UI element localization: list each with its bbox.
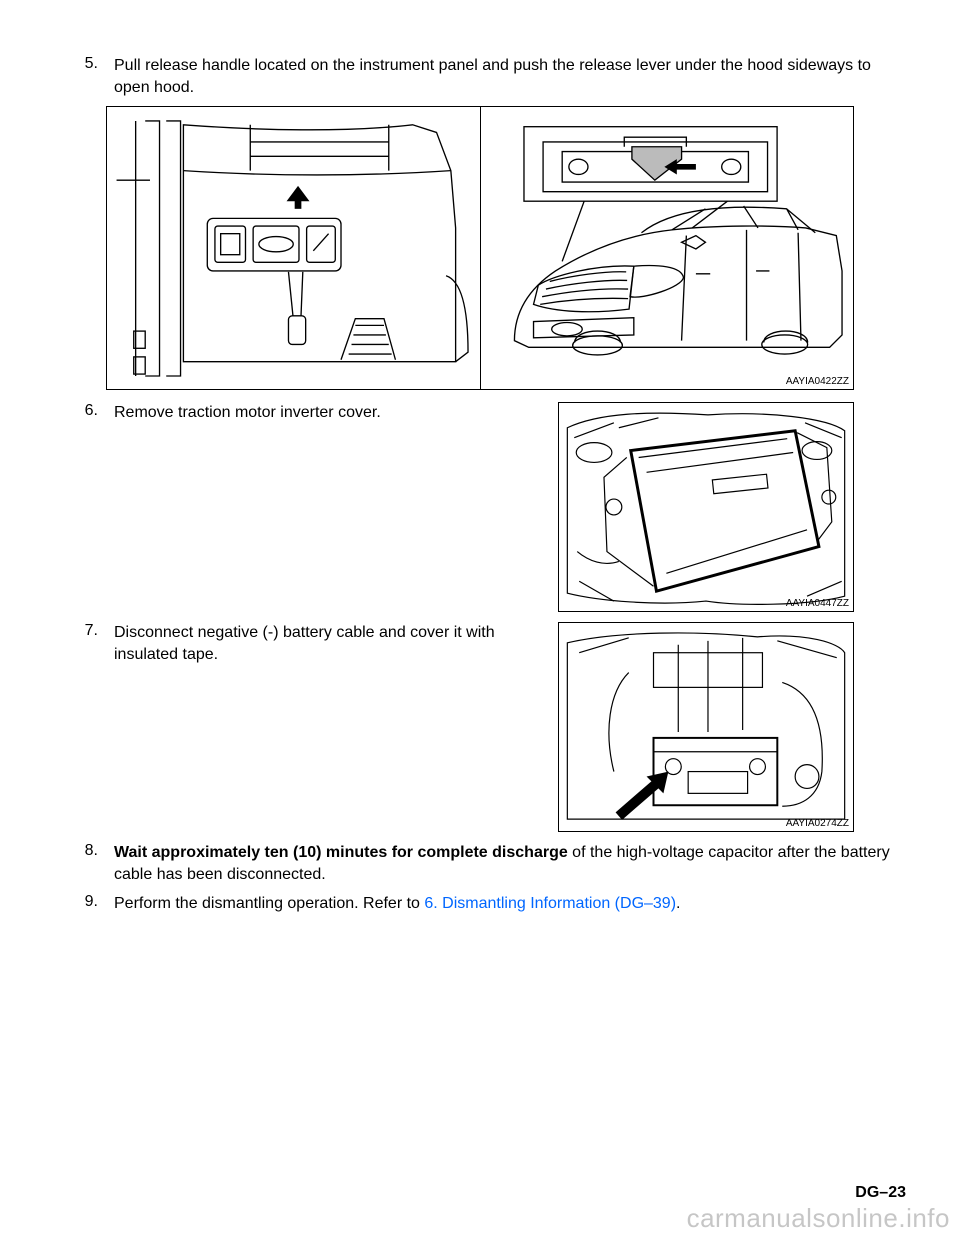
step-bold-text: Wait approximately ten (10) minutes for … [114,844,568,861]
figure-code: AAYIA0447ZZ [786,598,849,609]
figure-inverter-cover: AAYIA0447ZZ [558,402,854,612]
step-number: 5. [52,55,114,98]
step-text: Remove traction motor inverter cover. [114,402,542,424]
step-text: Wait approximately ten (10) minutes for … [114,842,908,885]
battery-illustration [559,623,853,831]
figure-left-panel [107,107,481,389]
figure-battery-cable: AAYIA0274ZZ [558,622,854,832]
step-pre-text: Perform the dismantling operation. Refer… [114,895,424,912]
step-number: 8. [52,842,114,885]
step-text: Perform the dismantling operation. Refer… [114,893,908,915]
dismantling-link[interactable]: 6. Dismantling Information (DG–39) [424,895,676,912]
step-5: 5. Pull release handle located on the in… [52,55,908,98]
figure-code: AAYIA0422ZZ [786,376,849,387]
vehicle-hood-illustration [481,107,854,389]
step-6-row: 6. Remove traction motor inverter cover. [52,402,854,612]
figure-right-panel [481,107,854,389]
dash-release-illustration [107,107,480,389]
manual-page: 5. Pull release handle located on the in… [0,0,960,1242]
watermark: carmanualsonline.info [687,1203,950,1234]
figure-code: AAYIA0274ZZ [786,818,849,829]
step-number: 7. [52,622,114,665]
page-number: DG–23 [855,1184,906,1202]
step-7-row: 7. Disconnect negative (-) battery cable… [52,622,854,832]
figure-hood-release: AAYIA0422ZZ [106,106,854,390]
inverter-illustration [559,403,853,611]
step-number: 6. [52,402,114,424]
step-number: 9. [52,893,114,915]
step-text: Pull release handle located on the instr… [114,55,908,98]
step-8: 8. Wait approximately ten (10) minutes f… [52,842,908,885]
step-9: 9. Perform the dismantling operation. Re… [52,893,908,915]
step-text: Disconnect negative (-) battery cable an… [114,622,542,665]
step-after-text: . [676,895,680,912]
